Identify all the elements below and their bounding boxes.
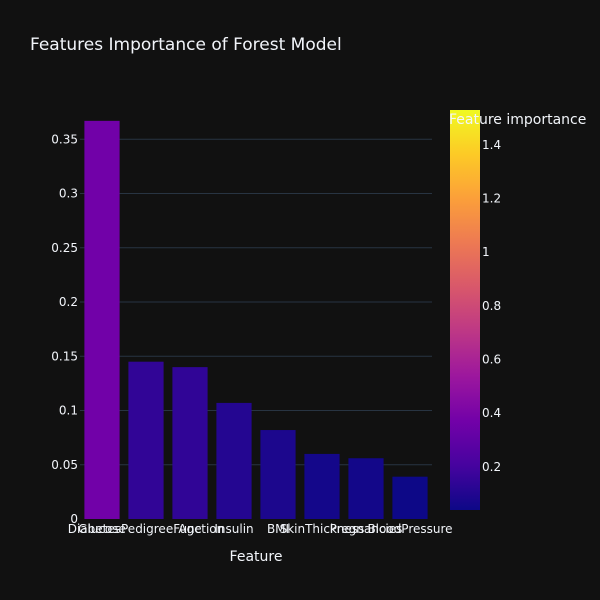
y-tick-label: 0.3 [59, 187, 78, 201]
y-tick-label: 0.2 [59, 295, 78, 309]
bar [260, 430, 296, 519]
colorbar-tick-layer: 0.2 0.4 0.6 0.8 1 1.2 1.4 [482, 138, 501, 474]
y-tick-layer: 0 0.05 0.1 0.15 0.2 0.25 0.3 0.35 [51, 132, 78, 526]
x-tick-label: Pregnancies [330, 522, 403, 536]
x-axis-title: Feature [230, 549, 283, 565]
x-tick-label: DiabetesPedigreeFunction [68, 522, 225, 536]
colorbar-tick-label: 1 [482, 245, 490, 259]
colorbar-tick-label: 0.2 [482, 460, 501, 474]
colorbar-title: Feature importance [449, 112, 586, 128]
colorbar [450, 110, 480, 510]
colorbar-tick-label: 0.8 [482, 299, 501, 313]
x-tick-label: Glucose [78, 522, 126, 536]
y-tick-label: 0.25 [51, 241, 78, 255]
x-tick-label: Insulin [214, 522, 253, 536]
y-tick-label: 0 [70, 512, 78, 526]
x-tick-label: BloodPressure [367, 522, 452, 536]
colorbar-tick-label: 1.2 [482, 192, 501, 206]
y-tick-label: 0.1 [59, 404, 78, 418]
x-tick-label: BMI [267, 522, 289, 536]
colorbar-tick-label: 0.6 [482, 352, 501, 366]
y-tick-label: 0.05 [51, 458, 78, 472]
bar [304, 453, 340, 519]
x-tick-label: SkinThickness [280, 522, 365, 536]
bar [84, 120, 120, 519]
bar [128, 361, 164, 519]
bar [216, 402, 252, 519]
x-tick-label: Age [178, 522, 201, 536]
bar [392, 476, 428, 519]
y-tick-label: 0.35 [51, 132, 78, 146]
bar [348, 458, 384, 519]
y-tick-label: 0.15 [51, 349, 78, 363]
chart-title: Features Importance of Forest Model [30, 35, 342, 55]
colorbar-tick-label: 1.4 [482, 138, 501, 152]
bar [172, 367, 208, 519]
colorbar-tick-label: 0.4 [482, 406, 501, 420]
bar-layer [84, 120, 428, 519]
